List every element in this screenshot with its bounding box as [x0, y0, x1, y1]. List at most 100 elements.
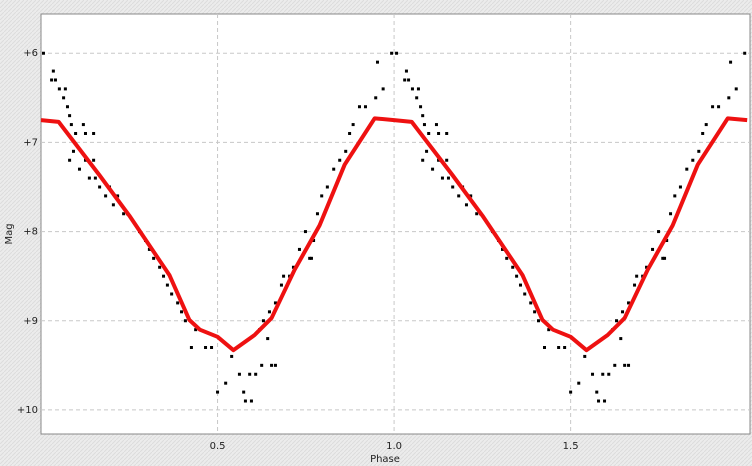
data-point: [591, 372, 595, 376]
data-point: [475, 212, 479, 216]
data-point: [381, 87, 385, 91]
data-point: [613, 363, 617, 367]
data-point: [147, 247, 151, 251]
data-point: [74, 131, 78, 135]
data-point: [357, 105, 361, 109]
data-point: [743, 51, 747, 55]
data-point: [51, 69, 55, 73]
data-point: [170, 292, 174, 296]
data-point: [308, 256, 312, 260]
data-point: [158, 265, 162, 269]
data-point: [437, 131, 441, 135]
data-point: [663, 256, 667, 260]
data-point: [685, 167, 689, 171]
data-point: [627, 363, 631, 367]
fit-line: [40, 116, 748, 353]
data-point: [410, 87, 414, 91]
data-point: [390, 51, 394, 55]
data-point: [273, 301, 277, 305]
data-point: [165, 283, 169, 287]
data-point: [734, 87, 738, 91]
data-point: [533, 310, 537, 314]
data-point: [523, 292, 527, 296]
data-point: [254, 372, 258, 376]
data-point: [183, 319, 187, 323]
data-point: [348, 131, 352, 135]
x-tick-label: 1.0: [386, 441, 402, 452]
data-point: [303, 230, 307, 234]
data-point: [422, 123, 426, 127]
data-point: [529, 301, 533, 305]
data-point: [122, 212, 126, 216]
plot-area: [40, 13, 751, 435]
data-point: [309, 256, 313, 260]
data-point: [297, 247, 301, 251]
data-point: [615, 319, 619, 323]
data-point: [595, 390, 599, 394]
data-point: [673, 194, 677, 198]
data-point: [92, 158, 96, 162]
data-point: [189, 346, 193, 350]
data-point: [421, 114, 425, 118]
x-axis-label: Phase: [370, 454, 400, 465]
data-point: [93, 176, 97, 180]
data-point: [216, 390, 220, 394]
data-point: [273, 363, 277, 367]
data-point: [434, 123, 438, 127]
data-point: [63, 87, 67, 91]
data-point: [419, 105, 423, 109]
data-point: [621, 310, 625, 314]
y-tick-label: +7: [23, 137, 38, 148]
data-point: [678, 185, 682, 189]
data-point: [597, 399, 601, 403]
data-point: [325, 185, 329, 189]
data-point: [404, 69, 408, 73]
data-point: [98, 185, 102, 189]
data-point: [279, 283, 283, 287]
data-point: [77, 167, 81, 171]
data-point: [242, 390, 246, 394]
data-point: [162, 274, 166, 278]
data-point: [427, 131, 431, 135]
data-point: [657, 230, 661, 234]
y-tick-label: +8: [23, 227, 38, 238]
data-point: [407, 78, 411, 82]
data-point: [338, 158, 342, 162]
data-point: [537, 319, 541, 323]
data-point: [210, 346, 214, 350]
data-point: [729, 60, 733, 64]
data-point: [282, 274, 286, 278]
data-point: [332, 167, 336, 171]
data-point: [421, 158, 425, 162]
data-point: [267, 310, 271, 314]
data-point: [603, 399, 607, 403]
data-point: [270, 363, 274, 367]
data-point: [243, 399, 247, 403]
data-point: [557, 346, 561, 350]
data-point: [312, 238, 316, 242]
data-point: [65, 105, 69, 109]
data-point: [511, 265, 515, 269]
data-point: [68, 158, 72, 162]
y-axis-label: Mag: [4, 223, 15, 244]
data-point: [717, 105, 721, 109]
data-point: [230, 354, 234, 358]
data-point: [515, 274, 519, 278]
data-point: [83, 131, 87, 135]
data-point: [669, 212, 673, 216]
data-point: [601, 372, 605, 376]
data-point: [464, 203, 468, 207]
data-point: [607, 372, 611, 376]
data-point: [62, 96, 66, 100]
data-point: [53, 78, 57, 82]
data-point: [180, 310, 184, 314]
x-tick-label: 1.5: [563, 441, 579, 452]
data-point: [727, 96, 731, 100]
data-point: [116, 194, 120, 198]
data-point: [645, 265, 649, 269]
data-point: [431, 167, 435, 171]
data-point: [651, 247, 655, 251]
data-point: [619, 337, 623, 341]
data-point: [445, 158, 449, 162]
